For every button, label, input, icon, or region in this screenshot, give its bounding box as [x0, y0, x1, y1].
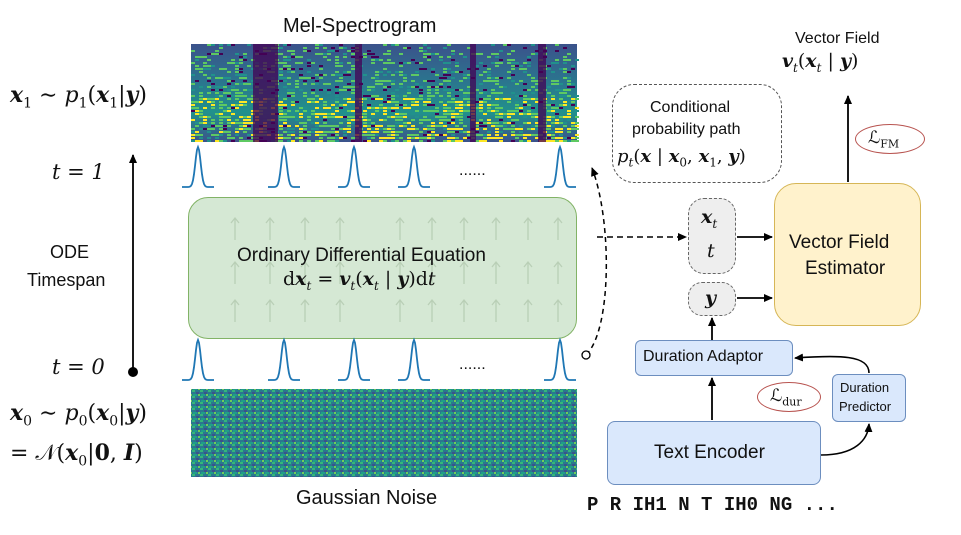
cond-path-line1: Conditional — [650, 99, 731, 116]
phoneme-sequence: P R IH1 N T IH0 NG ... — [587, 494, 838, 516]
curved-dashed-arrow — [585, 167, 608, 356]
vector-field-formula: vt(xt | y) — [782, 50, 859, 75]
duration-adaptor-label: Duration Adaptor — [643, 348, 764, 365]
time-axis-origin-dot — [128, 367, 138, 377]
estimator-line2: Estimator — [805, 258, 886, 279]
y-label: y — [705, 287, 717, 309]
ode-label: ODE — [50, 242, 90, 262]
duration-adaptor-box — [635, 340, 793, 376]
t-label: t — [707, 240, 715, 262]
ode-box — [188, 197, 577, 339]
loss-dur-badge — [757, 382, 821, 412]
peaks-top-gaussian-3 — [398, 144, 430, 188]
peaks-bottom-gaussian-3 — [398, 337, 430, 381]
cond-path-formula: pt(x | x0, x1, y) — [617, 146, 746, 170]
encoder-to-predictor-arrow — [820, 423, 873, 456]
vector-field-title: Vector Field — [795, 30, 880, 47]
loss-fm-label: ℒFM — [868, 128, 900, 151]
peaks-top-gaussian-4 — [544, 144, 576, 188]
x0-distribution-label: x0 ∼ p0(x0|y) — [10, 400, 147, 430]
spectrogram-title: Mel-Spectrogram — [283, 15, 437, 37]
xt-label: xt — [701, 206, 718, 231]
ode-equation: dxt = vt(xt | y)dt — [283, 268, 436, 293]
t-equals-1-label: t = 1 — [52, 160, 105, 184]
vector-field-estimator-box — [774, 183, 921, 326]
predictor-to-adaptor-arrow — [794, 353, 870, 374]
peaks-top-gaussian-1 — [268, 144, 300, 188]
peaks-bottom-gaussian-2 — [338, 337, 370, 381]
conditional-path-box — [612, 84, 782, 183]
gaussian-noise-image — [191, 389, 577, 477]
text-encoder-label: Text Encoder — [654, 442, 765, 463]
cond-path-line2: probability path — [632, 121, 741, 138]
peaks-bottom-gaussian-1 — [268, 337, 300, 381]
peaks-bottom-gaussian-0 — [182, 337, 214, 381]
duration-predictor-box — [832, 374, 906, 422]
duration-predictor-line2: Predictor — [839, 399, 892, 414]
loss-dur-label: ℒdur — [770, 386, 802, 409]
ode-title: Ordinary Differential Equation — [237, 245, 486, 266]
peaks-ellipsis-top: ...... — [459, 162, 486, 179]
peaks-ellipsis-bottom: ...... — [459, 356, 486, 373]
text-encoder-box — [607, 421, 821, 485]
duration-predictor-line1: Duration — [840, 380, 890, 395]
gaussian-noise-label: Gaussian Noise — [296, 487, 438, 509]
timespan-label: Timespan — [27, 270, 106, 290]
y-node — [688, 282, 736, 316]
peaks-bottom-gaussian-4 — [544, 337, 576, 381]
x1-distribution-label: x1 ∼ p1(x1|y) — [10, 82, 147, 112]
t-equals-0-label: t = 0 — [52, 355, 105, 379]
loss-fm-badge — [855, 124, 925, 154]
xt-t-node — [688, 198, 736, 274]
peaks-top-gaussian-0 — [182, 144, 214, 188]
peaks-top-gaussian-2 — [338, 144, 370, 188]
normal-distribution-label: = 𝒩(x0|0, I) — [10, 440, 143, 470]
estimator-line1: Vector Field — [789, 232, 890, 253]
